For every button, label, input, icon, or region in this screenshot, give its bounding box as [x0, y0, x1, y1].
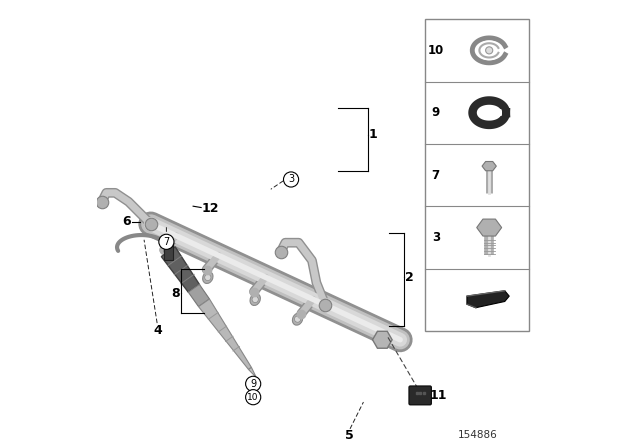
Text: 3: 3: [288, 174, 294, 185]
Ellipse shape: [292, 313, 303, 325]
Text: 9: 9: [431, 106, 440, 119]
Text: 7: 7: [432, 168, 440, 181]
Polygon shape: [477, 219, 502, 236]
Bar: [164, 244, 173, 260]
Ellipse shape: [250, 293, 260, 306]
Text: 9: 9: [250, 379, 256, 389]
Text: 6: 6: [122, 215, 131, 228]
Polygon shape: [161, 247, 199, 292]
Text: 10: 10: [428, 44, 444, 57]
FancyBboxPatch shape: [409, 386, 431, 405]
Text: 12: 12: [202, 202, 220, 215]
Circle shape: [159, 234, 174, 250]
Text: 3: 3: [432, 231, 440, 244]
Text: 1: 1: [369, 129, 378, 142]
Text: 154886: 154886: [458, 431, 498, 440]
Circle shape: [205, 274, 211, 280]
Bar: [424, 19, 529, 331]
Polygon shape: [198, 299, 252, 370]
Ellipse shape: [203, 271, 213, 284]
Text: 5: 5: [344, 429, 353, 442]
Polygon shape: [372, 331, 392, 348]
Polygon shape: [248, 367, 257, 378]
Circle shape: [284, 172, 299, 187]
Text: 4: 4: [153, 324, 162, 337]
Polygon shape: [467, 291, 509, 308]
Circle shape: [252, 296, 259, 302]
Circle shape: [486, 47, 493, 54]
Text: 2: 2: [404, 271, 413, 284]
Text: 8: 8: [171, 287, 180, 300]
Text: 10: 10: [248, 393, 259, 402]
Circle shape: [294, 316, 301, 322]
Circle shape: [246, 376, 260, 392]
Polygon shape: [482, 161, 496, 171]
Text: 7: 7: [163, 237, 170, 247]
Circle shape: [246, 390, 260, 405]
Polygon shape: [188, 284, 209, 306]
Text: 11: 11: [429, 389, 447, 402]
